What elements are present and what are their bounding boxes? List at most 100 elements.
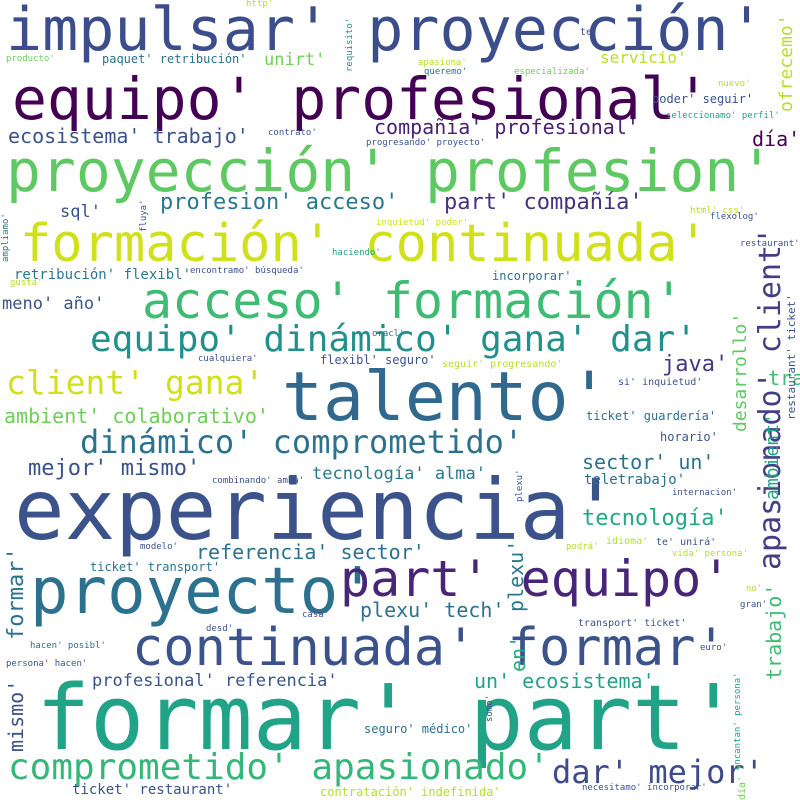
word: internacion' [672, 488, 738, 498]
word: apasiona' [418, 58, 467, 68]
word: formar' part' [36, 666, 741, 771]
word: ambient' [762, 413, 783, 500]
word: dar' mejor' [552, 753, 764, 791]
word: impulsar' proyección' [6, 0, 765, 65]
word: podrá' [566, 542, 599, 552]
word: html' css' [690, 206, 745, 216]
word: mismo' [4, 679, 28, 752]
word: en' [506, 635, 530, 672]
word: restaurant' ticket' [785, 294, 798, 420]
word: te' [580, 27, 599, 38]
word: part' compañía' [444, 190, 643, 215]
word: experiencia' [14, 461, 621, 559]
word: dinámico' comprometido' [80, 423, 524, 461]
word: encontramo' búsqueda' [190, 266, 304, 276]
word: equipo' dinámico' gana' dar' [90, 319, 697, 360]
word: sql' [60, 202, 101, 222]
word: unirt' [264, 50, 326, 70]
word: talento' [282, 358, 610, 437]
word: progresando' proyecto' [366, 138, 486, 148]
word: ambient' colaborativo' [4, 404, 269, 428]
word: ofrecemo' [776, 14, 797, 112]
word: hacen' posibl' [30, 641, 106, 651]
word: plexu' tech' [360, 598, 505, 622]
word: compañía' profesional' [374, 115, 639, 139]
word: horario' [660, 430, 718, 444]
word: restaurant' ticket' [740, 239, 800, 249]
word: formar' [4, 547, 29, 640]
word: profesional' referencia' [92, 671, 338, 691]
word: fluya' [139, 199, 149, 232]
word: apasionado' client' [753, 226, 788, 570]
word: equipo' profesional' [12, 65, 711, 133]
word: teletrabajo' [584, 472, 686, 488]
word: gran' [740, 600, 768, 610]
word: haciendo' [332, 248, 381, 258]
word: acceso' formación' [142, 272, 684, 330]
word: producto' [6, 54, 55, 64]
word: tecnología' alma' [312, 464, 486, 484]
word: ticket' guardería' [586, 409, 717, 423]
word: profesion' acceso' [160, 190, 399, 215]
word: tecnología' [582, 506, 728, 531]
word: ampliamo' [1, 213, 11, 262]
word: referencia' sector' [196, 540, 425, 564]
word: mejor' mismo' [28, 456, 201, 481]
word: día' ' [737, 763, 748, 800]
word: casa' [302, 610, 330, 620]
word: servicio' [600, 48, 687, 67]
word: euro' [700, 643, 728, 653]
word: ecosistema' trabajo' [8, 124, 249, 148]
word: client' gana' [6, 363, 265, 402]
word: combinando' amba' [212, 476, 305, 486]
word: día' [752, 127, 800, 151]
word: ticket' restaurant' [72, 782, 233, 798]
word: nuevo' [718, 79, 751, 89]
word: vida' persona' [672, 549, 748, 559]
word: seleccionamo' perfil' [666, 111, 780, 121]
word: poder' seguir' [652, 92, 754, 106]
word: contrato' [268, 128, 317, 138]
word: incorporar' [492, 269, 572, 283]
word: queremo' [424, 67, 468, 77]
word: inquietud' poder' [376, 218, 469, 228]
word: un' ecosistema' [474, 669, 655, 693]
word: contratación' indefinida' [320, 785, 501, 799]
word: somo' [485, 694, 495, 722]
word: flexolog' [710, 212, 759, 222]
word: cualquiera' [198, 354, 258, 364]
word: necesitamo' incorporar' [582, 783, 707, 793]
word: transport' ticket' [578, 618, 687, 629]
word: formación' continuada' [20, 214, 709, 274]
word: encantan' persona' [733, 672, 743, 770]
word: flexibl' seguro' [320, 353, 436, 367]
word: paquet' retribución' [102, 52, 247, 66]
word: retribución' flexibl' [14, 267, 192, 283]
word: plexu' [504, 539, 528, 612]
word: comprometido' apasionado' [8, 747, 550, 788]
word: oracl' [372, 329, 405, 339]
word: meno' año' [2, 294, 105, 314]
word: especializada' [514, 67, 590, 77]
word: continuada' formar' [132, 618, 727, 678]
word: http' [246, 0, 274, 9]
word: java' [662, 352, 729, 377]
word: idioma' [606, 536, 649, 547]
word: ticket' transport' [90, 560, 221, 574]
word: part' equipo' [340, 550, 732, 608]
word: proyección' profesion' [6, 137, 775, 205]
word: trabajo' [768, 366, 800, 390]
word: seguir' progresando' [442, 359, 563, 370]
word: sector' un' [582, 450, 715, 474]
word: requisito' [345, 17, 355, 72]
word: seguro' médico' [364, 722, 473, 736]
word: gusta' [10, 278, 43, 288]
word: no' [746, 584, 763, 594]
word: si' inquietud' [618, 377, 703, 388]
word: proyecto' [30, 555, 377, 629]
word: trabajo' [762, 583, 786, 680]
word: modelo' [140, 542, 178, 552]
word: te' unirá' [656, 537, 717, 548]
word: persona' hacen' [6, 659, 88, 669]
